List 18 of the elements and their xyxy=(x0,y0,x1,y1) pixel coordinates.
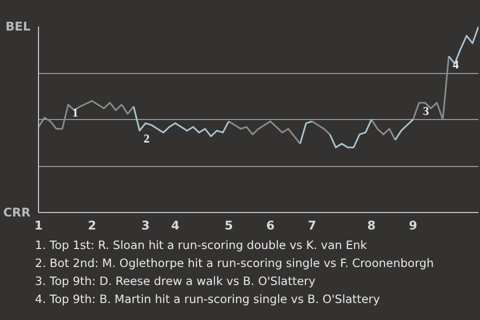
x-tick-label: 3 xyxy=(141,218,150,232)
x-tick-label: 4 xyxy=(171,218,180,232)
annotation: 2 xyxy=(144,132,150,146)
x-tick-label: 6 xyxy=(266,218,275,232)
x-tick-label: 2 xyxy=(88,218,96,232)
text: 2. Bot 2nd: M. Oglethorpe hit a run-scoring single vs F. Croonenborgh xyxy=(35,255,434,271)
text: 1. Top 1st: R. Sloan hit a run-scoring double vs K. van Enk xyxy=(35,237,368,253)
annotation: 1 xyxy=(72,106,78,120)
x-tick-label: 8 xyxy=(367,218,376,232)
text: BEL xyxy=(6,20,31,34)
text: CRR xyxy=(3,206,31,220)
annotation: 3 xyxy=(423,104,430,118)
x-tick-label: 7 xyxy=(308,218,316,232)
x-tick-label: 1 xyxy=(34,218,43,232)
text: 3. Top 9th: D. Reese drew a walk vs B. O'Slattery xyxy=(35,273,316,289)
text: 4. Top 9th: B. Martin hit a run-scoring single vs B. O'Slattery xyxy=(35,291,381,307)
x-tick-label: 9 xyxy=(408,218,418,232)
x-tick-label: 5 xyxy=(224,218,233,232)
